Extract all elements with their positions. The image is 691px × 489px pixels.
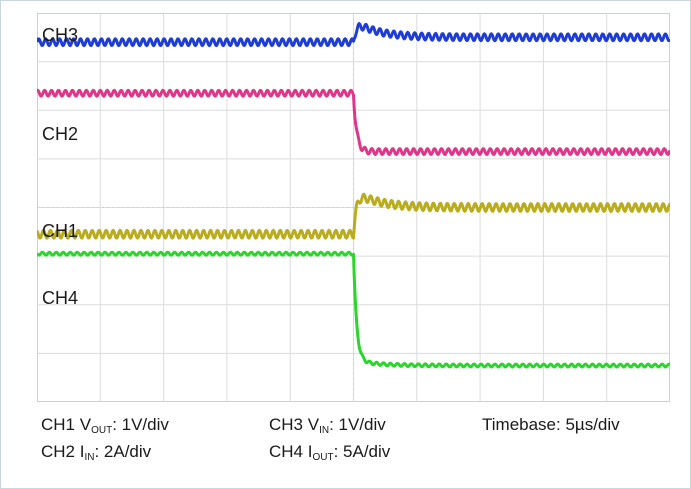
legend-ch1-sub: OUT — [91, 425, 113, 436]
legend-ch2-suffix: : 2A/div — [94, 442, 152, 461]
legend-ch2: CH2 IIN: 2A/div — [41, 442, 151, 463]
ch3-label: CH3 — [42, 25, 79, 45]
oscilloscope-plot — [37, 13, 670, 402]
oscilloscope-screen — [37, 13, 670, 402]
legend-ch1: CH1 VOUT: 1V/div — [41, 415, 169, 436]
trace-ch2 — [37, 88, 670, 156]
trace-ch4 — [37, 250, 670, 369]
trace-ch1 — [37, 192, 670, 240]
ch2-label: CH2 — [42, 124, 79, 144]
legend-ch1-suffix: : 1V/div — [112, 415, 169, 434]
legend-ch3: CH3 VIN: 1V/div — [269, 415, 386, 436]
legend-ch4-sub: OUT — [312, 452, 334, 463]
legend-ch2-prefix: CH2 I — [41, 442, 85, 461]
legend-ch4-suffix: : 5A/div — [333, 442, 391, 461]
legend-ch1-prefix: CH1 V — [41, 415, 92, 434]
legend-ch2-sub: IN — [84, 452, 95, 463]
ch1-label: CH1 — [42, 221, 79, 241]
ch4-label: CH4 — [42, 288, 79, 308]
legend-ch4: CH4 IOUT: 5A/div — [269, 442, 390, 463]
legend-timebase: Timebase: 5µs/div — [482, 415, 620, 434]
legend-ch3-suffix: : 1V/div — [329, 415, 386, 434]
legend-ch4-prefix: CH4 I — [269, 442, 313, 461]
legend-ch3-prefix: CH3 V — [269, 415, 320, 434]
trace-ch3 — [37, 22, 670, 48]
legend-ch3-sub: IN — [319, 425, 330, 436]
